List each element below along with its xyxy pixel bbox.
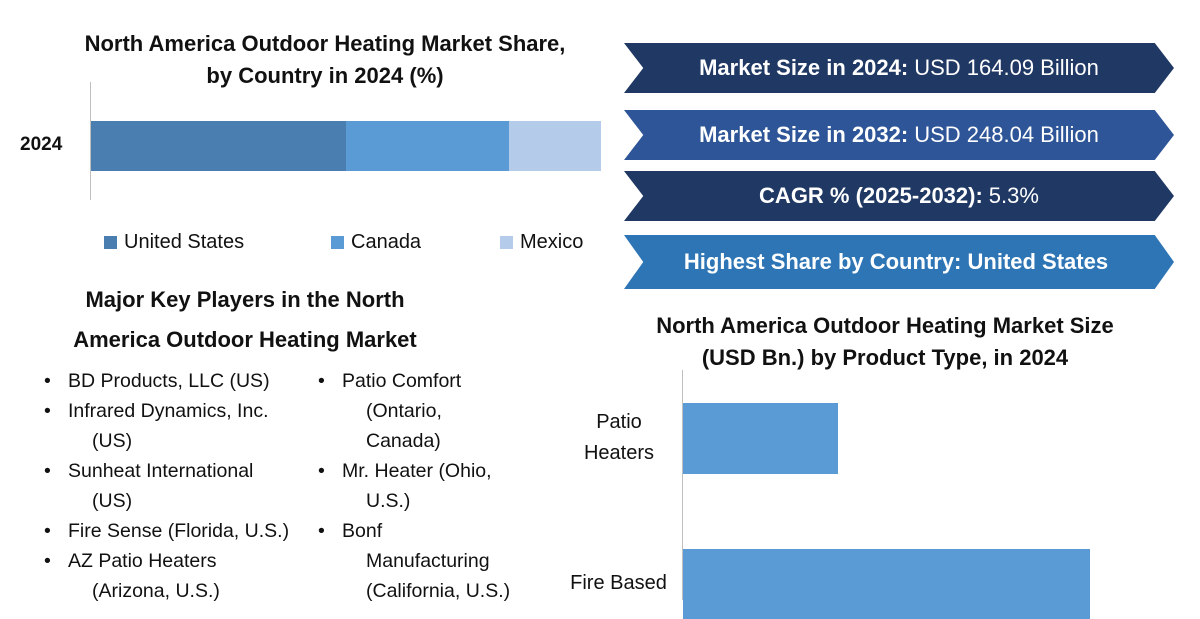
key-players-title: Major Key Players in the North America O… bbox=[30, 280, 460, 360]
bullet-icon: • bbox=[44, 370, 51, 392]
key-player-text: Sunheat International bbox=[68, 460, 254, 482]
key-player-text: BD Products, LLC (US) bbox=[68, 370, 270, 392]
key-player-text: Mr. Heater (Ohio, bbox=[342, 460, 492, 482]
key-player-text: Bonf bbox=[342, 520, 383, 542]
key-player-item: • BD Products, LLC (US) bbox=[30, 366, 320, 396]
highlight-banner: Highest Share by Country: United States bbox=[624, 235, 1174, 289]
bullet-icon: • bbox=[44, 400, 51, 422]
legend-swatch bbox=[500, 236, 513, 249]
key-players-list-col2: • Patio Comfort (Ontario, Canada) • Mr. Heate… bbox=[304, 366, 534, 606]
size-bar-category-label: Fire Based bbox=[570, 572, 667, 594]
key-player-text: AZ Patio Heaters bbox=[68, 550, 217, 572]
highlight-value: 5.3% bbox=[988, 183, 1039, 208]
share-chart-title-line1: North America Outdoor Heating Market Sha… bbox=[84, 31, 566, 56]
size-chart-title: North America Outdoor Heating Market Siz… bbox=[600, 310, 1170, 374]
key-player-item: • Infrared Dynamics, Inc. (US) bbox=[30, 396, 320, 456]
legend-label: Mexico bbox=[520, 231, 584, 253]
size-bar-category-label: Patio Heaters bbox=[583, 411, 655, 464]
share-stacked-bar bbox=[91, 121, 601, 171]
key-player-text: (US) bbox=[92, 490, 133, 512]
bullet-icon: • bbox=[44, 520, 51, 542]
bullet-icon: • bbox=[44, 550, 51, 572]
bullet-icon: • bbox=[318, 370, 325, 392]
highlight-banner: CAGR % (2025-2032): 5.3% bbox=[624, 171, 1174, 221]
key-players-title-line1: Major Key Players in the North bbox=[85, 287, 405, 312]
size-chart-title-line1: North America Outdoor Heating Market Siz… bbox=[656, 313, 1114, 338]
size-bar-fire-based bbox=[683, 549, 1090, 619]
key-player-text: Manufacturing bbox=[366, 550, 490, 572]
legend-item: United States bbox=[104, 231, 244, 254]
key-player-item: • Fire Sense (Florida, U.S.) bbox=[30, 516, 320, 546]
key-player-text: Patio Comfort bbox=[342, 370, 462, 392]
size-chart-axis bbox=[682, 370, 683, 600]
share-chart-title-line2: by Country in 2024 (%) bbox=[206, 63, 444, 88]
key-player-item: • Mr. Heater (Ohio, U.S.) bbox=[304, 456, 534, 516]
key-player-text: Fire Sense (Florida, U.S.) bbox=[68, 520, 290, 542]
highlight-banner: Market Size in 2024: USD 164.09 Billion bbox=[624, 43, 1174, 93]
key-player-text: Canada) bbox=[366, 430, 441, 452]
share-chart-category-label: 2024 bbox=[20, 134, 63, 155]
key-player-item: • Bonf Manufacturing (California, U.S.) bbox=[304, 516, 534, 606]
legend-item: Mexico bbox=[500, 231, 583, 254]
highlight-label: Market Size in 2024: bbox=[699, 55, 909, 80]
highlight-label: Highest Share by Country: United States bbox=[683, 249, 1109, 274]
key-player-text: (US) bbox=[92, 430, 133, 452]
legend-item: Canada bbox=[331, 231, 421, 254]
stacked-segment-united-states bbox=[91, 121, 346, 171]
bullet-icon: • bbox=[44, 460, 51, 482]
share-chart-title: North America Outdoor Heating Market Sha… bbox=[40, 28, 610, 92]
size-bar-patio-heaters bbox=[683, 403, 838, 474]
legend-label: Canada bbox=[351, 231, 422, 253]
key-player-text: Infrared Dynamics, Inc. bbox=[68, 400, 269, 422]
key-players-title-line2: America Outdoor Heating Market bbox=[73, 327, 417, 352]
highlight-banner: Market Size in 2032: USD 248.04 Billion bbox=[624, 110, 1174, 160]
highlight-value: USD 164.09 Billion bbox=[914, 55, 1099, 80]
highlight-label: CAGR % (2025-2032): bbox=[759, 183, 983, 208]
stacked-segment-canada bbox=[346, 121, 510, 171]
size-chart-title-line2: (USD Bn.) by Product Type, in 2024 bbox=[701, 345, 1069, 370]
legend-label: United States bbox=[124, 231, 245, 253]
key-players-list-col1: • BD Products, LLC (US) • Infrared Dynamics… bbox=[30, 366, 320, 606]
share-chart-axis bbox=[90, 82, 91, 200]
highlight-label: Market Size in 2032: bbox=[699, 122, 909, 147]
key-player-text: U.S.) bbox=[366, 490, 411, 512]
bullet-icon: • bbox=[318, 520, 325, 542]
legend-swatch bbox=[104, 236, 117, 249]
bullet-icon: • bbox=[318, 460, 325, 482]
stacked-segment-mexico bbox=[509, 121, 601, 171]
key-player-text: (Arizona, U.S.) bbox=[92, 580, 220, 602]
highlight-value: USD 248.04 Billion bbox=[914, 122, 1099, 147]
key-player-text: (Ontario, bbox=[366, 400, 442, 422]
key-player-item: • AZ Patio Heaters (Arizona, U.S.) bbox=[30, 546, 320, 606]
legend-swatch bbox=[331, 236, 344, 249]
key-player-item: • Patio Comfort (Ontario, Canada) bbox=[304, 366, 534, 456]
key-player-text: (California, U.S.) bbox=[366, 580, 511, 602]
key-player-item: • Sunheat International (US) bbox=[30, 456, 320, 516]
